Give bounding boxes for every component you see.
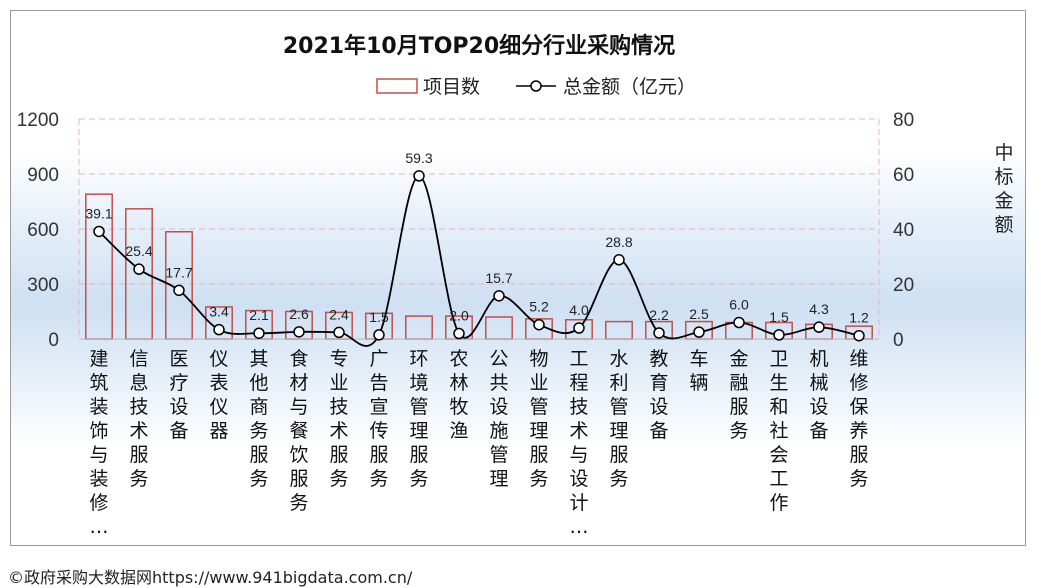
data-label: 1.2 bbox=[849, 310, 869, 326]
data-label: 39.1 bbox=[85, 205, 112, 221]
line-point bbox=[773, 329, 785, 341]
chart-title: 2021年10月TOP20细分行业采购情况 bbox=[283, 33, 675, 59]
x-category-label: 食材与餐饮服务 bbox=[289, 348, 308, 514]
line-point bbox=[653, 327, 665, 339]
data-label: 2.5 bbox=[689, 306, 709, 322]
line-point bbox=[93, 225, 105, 238]
bar bbox=[405, 315, 433, 340]
line-point bbox=[333, 326, 345, 339]
data-label: 2.6 bbox=[289, 306, 309, 322]
line-point bbox=[693, 326, 705, 338]
x-category-label: 仪表仪器 bbox=[209, 348, 228, 442]
data-label: 25.4 bbox=[125, 243, 152, 259]
data-label: 2.1 bbox=[249, 307, 269, 323]
line-point bbox=[493, 290, 505, 302]
x-category-label: 水利管理服务 bbox=[609, 348, 628, 490]
data-label: 28.8 bbox=[605, 234, 632, 250]
x-category-label: 其他商务服务 bbox=[249, 348, 268, 490]
data-label: 4.3 bbox=[809, 301, 829, 317]
y-right-axis-title: 中标金额 bbox=[994, 142, 1013, 236]
x-category-label: 环境管理服务 bbox=[409, 348, 428, 490]
x-category-label: 专业技术服务 bbox=[329, 348, 348, 490]
y-left-tick: 0 bbox=[48, 330, 59, 351]
y-right-tick: 20 bbox=[893, 275, 914, 296]
data-label: 6.0 bbox=[729, 297, 749, 313]
line-point bbox=[453, 327, 465, 340]
data-label: 15.7 bbox=[485, 270, 512, 286]
chart-frame: 2021年10月TOP20细分行业采购情况 项目数 总金额（亿元） 0 300 600 90… bbox=[10, 10, 1026, 546]
line-point bbox=[133, 263, 145, 275]
line-point bbox=[533, 318, 545, 331]
x-category-label: 公共设施管理 bbox=[489, 348, 508, 490]
bar bbox=[485, 316, 513, 340]
x-category-label: 广告宣传服务 bbox=[369, 348, 388, 490]
y-right-tick: 80 bbox=[893, 110, 914, 131]
x-category-label: 医疗设备 bbox=[169, 348, 188, 442]
y-left-tick: 600 bbox=[27, 220, 59, 241]
x-category-label: 教育设备 bbox=[649, 348, 668, 442]
y-left-tick: 300 bbox=[27, 275, 59, 296]
bar bbox=[605, 320, 633, 340]
line-point bbox=[173, 284, 185, 297]
y-right-tick: 40 bbox=[893, 220, 914, 241]
y-left-tick: 900 bbox=[27, 165, 59, 186]
legend-bar-label: 项目数 bbox=[423, 76, 480, 98]
line-point bbox=[373, 329, 385, 341]
legend-line-marker bbox=[530, 80, 542, 92]
x-category-label: 卫生和社会工作 bbox=[769, 348, 788, 514]
x-category-label: 工程技术与设计… bbox=[569, 348, 588, 538]
x-category-label: 维修保养服务 bbox=[849, 348, 868, 490]
x-category-label: 车辆 bbox=[689, 348, 708, 394]
x-category-label: 农林牧渔 bbox=[449, 348, 468, 442]
line-point bbox=[213, 323, 225, 336]
data-label: 3.4 bbox=[209, 304, 229, 320]
source-footer: ©政府采购大数据网https://www.941bigdata.com.cn/ bbox=[8, 568, 413, 587]
data-label: 5.2 bbox=[529, 299, 549, 315]
line-point bbox=[613, 254, 625, 266]
y-left-tick: 1200 bbox=[17, 110, 59, 131]
line-point bbox=[413, 170, 425, 182]
x-category-label: 物业管理服务 bbox=[529, 348, 548, 490]
line-point bbox=[573, 322, 585, 334]
x-category-label: 机械设备 bbox=[809, 348, 828, 442]
data-label: 59.3 bbox=[405, 150, 432, 166]
data-label: 4.0 bbox=[569, 302, 589, 318]
line-point bbox=[853, 329, 865, 342]
data-label: 2.0 bbox=[449, 308, 469, 324]
line-point bbox=[733, 316, 745, 329]
data-label: 2.2 bbox=[649, 307, 669, 323]
y-right-tick: 60 bbox=[893, 165, 914, 186]
legend-bar-swatch bbox=[376, 78, 418, 94]
data-label: 2.4 bbox=[329, 306, 349, 322]
legend-line-label: 总金额（亿元） bbox=[563, 76, 696, 98]
y-right-tick: 0 bbox=[893, 330, 904, 351]
line-point bbox=[813, 321, 825, 333]
line-point bbox=[253, 327, 265, 339]
x-category-label: 信息技术服务 bbox=[129, 348, 148, 490]
data-label: 1.5 bbox=[369, 309, 389, 325]
data-label: 17.7 bbox=[165, 264, 192, 280]
x-category-label: 金融服务 bbox=[729, 348, 748, 442]
line-series bbox=[98, 175, 860, 347]
line-point bbox=[293, 326, 305, 338]
data-label: 1.5 bbox=[769, 309, 789, 325]
x-category-label: 建筑装饰与装修… bbox=[89, 348, 108, 538]
